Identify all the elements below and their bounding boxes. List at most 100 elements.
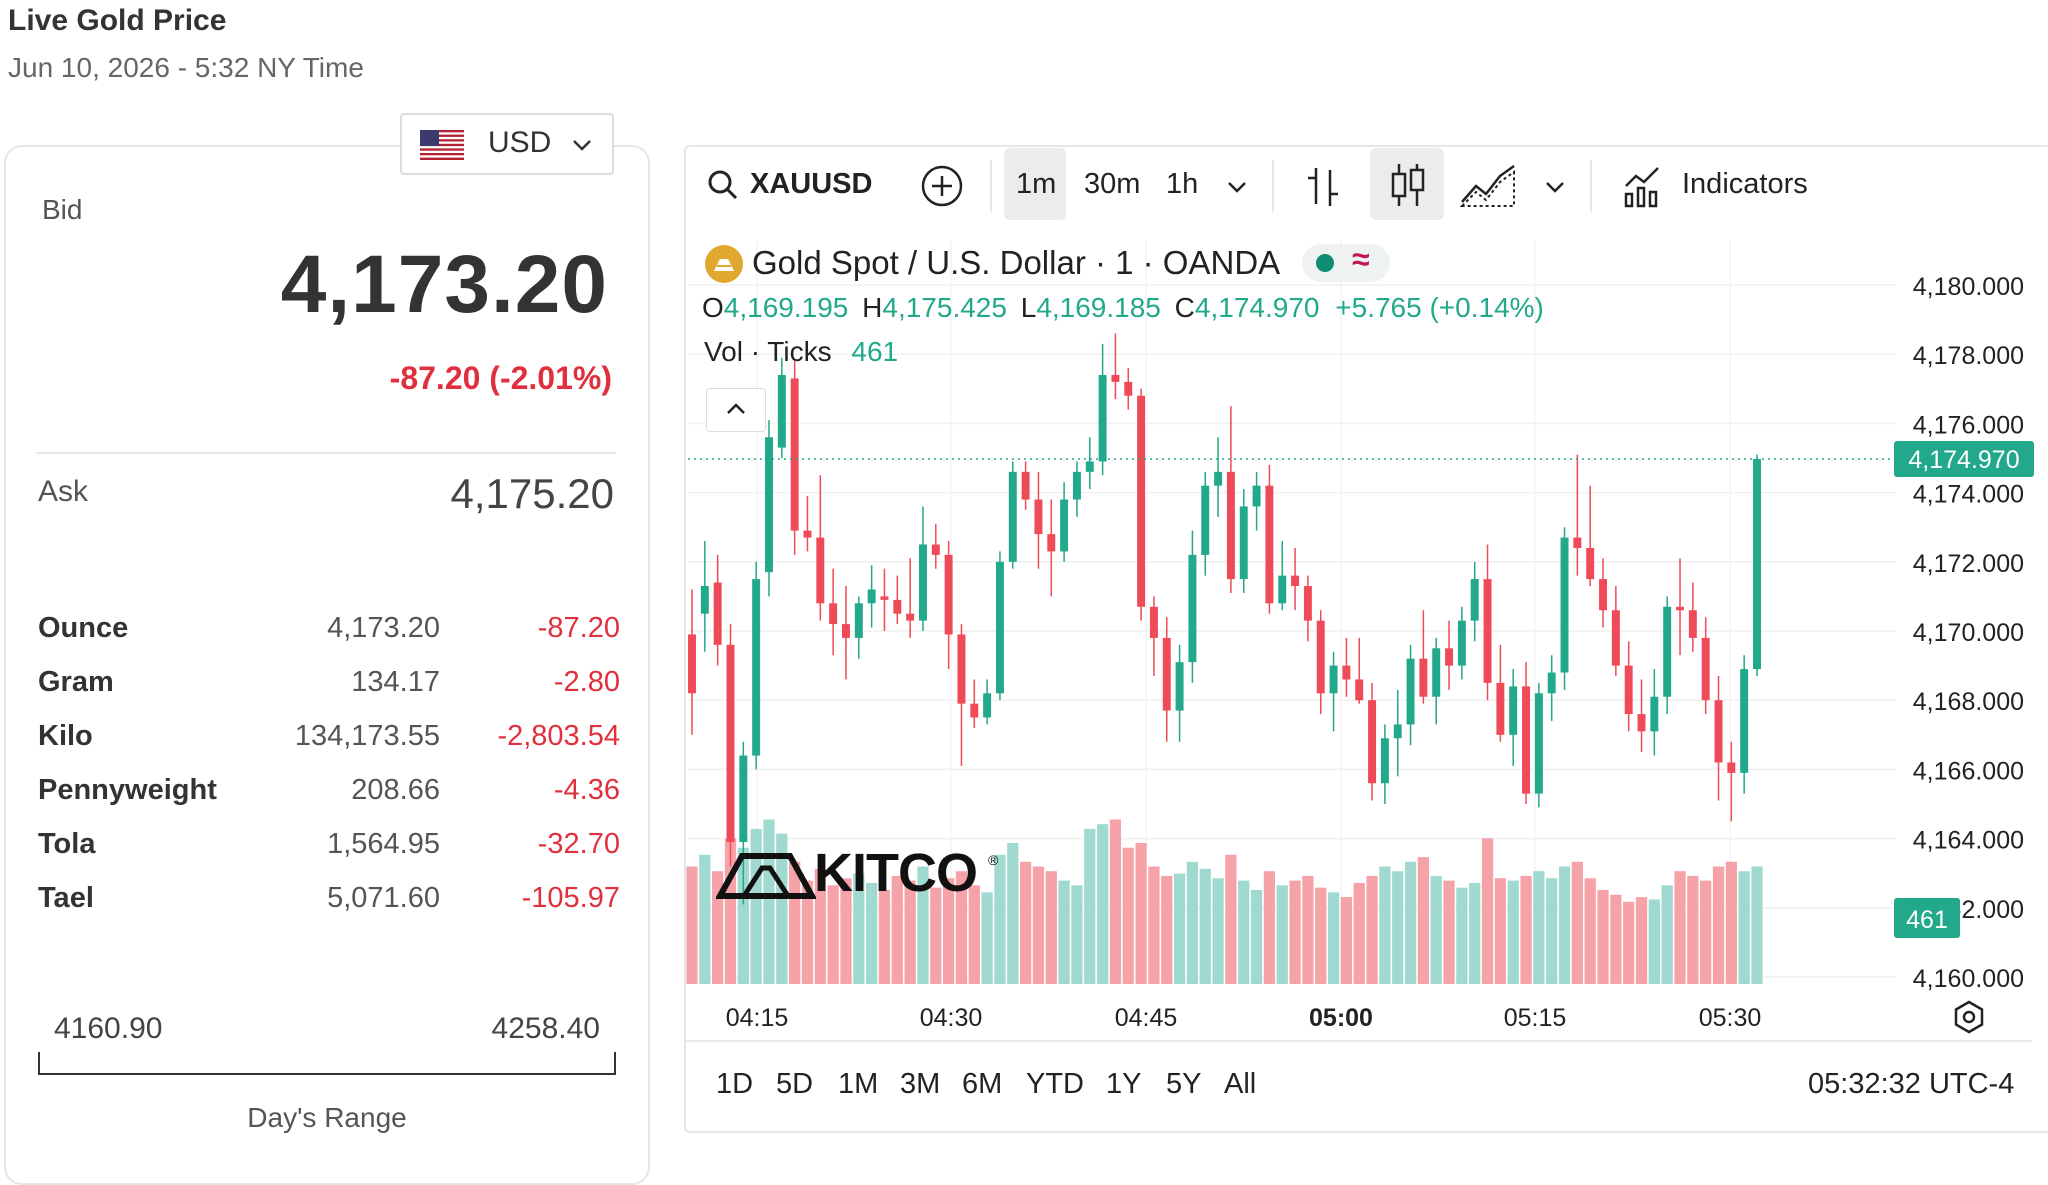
candle-body (1714, 700, 1723, 763)
candle-body (829, 603, 838, 625)
candle-body (957, 634, 966, 704)
volume-bar (955, 871, 968, 984)
range-all[interactable]: All (1224, 1068, 1257, 1100)
chevron-down-icon[interactable] (1542, 176, 1568, 198)
volume-bar (1635, 897, 1648, 984)
candle-body (1342, 665, 1351, 680)
volume-bar (1738, 871, 1750, 984)
y-tick-label: 4,166.000 (1913, 757, 2024, 785)
price-chart[interactable]: 4,180.000 4,178.000 4,176.000 4,174.000 4,17… (686, 232, 2034, 1062)
candle-body (1201, 485, 1210, 555)
area-chart-icon[interactable] (1460, 162, 1516, 208)
unit-name: Ounce (38, 612, 129, 644)
y-tick-label: 4,174.000 (1913, 481, 2024, 509)
unit-change: -4.36 (553, 774, 620, 806)
day-range-label: Day's Range (247, 1102, 407, 1133)
candle-body (1355, 679, 1364, 701)
bid-change: -87.20 (-2.01%) (389, 360, 612, 396)
candle-body (867, 589, 876, 604)
candle-body (1098, 374, 1107, 462)
candle-body (1586, 547, 1595, 580)
volume-bar (1032, 866, 1045, 984)
volume-bar (1661, 885, 1673, 984)
candle-body (1085, 461, 1094, 472)
candlestick-icon[interactable] (1388, 162, 1428, 208)
add-symbol-icon[interactable] (920, 164, 964, 208)
volume-bar (1109, 819, 1122, 984)
search-icon[interactable] (706, 168, 740, 202)
timezone-clock[interactable]: 05:32:32 UTC-4 (1808, 1068, 2015, 1100)
range-6m[interactable]: 6M (962, 1068, 1003, 1100)
volume-bar (930, 887, 942, 984)
y-tick-label: 4,178.000 (1913, 342, 2024, 370)
candle-body (1008, 471, 1017, 562)
indicators-button[interactable]: Indicators (1682, 168, 1808, 200)
candle-body (1368, 700, 1377, 784)
volume-bar (1648, 899, 1660, 984)
close-value: 4,174.970 (1194, 292, 1320, 323)
candle-body (1380, 738, 1389, 784)
candle-body (752, 579, 761, 756)
candle-body (1445, 648, 1454, 666)
unit-name: Tael (38, 882, 94, 914)
volume-bar (1007, 843, 1019, 984)
candle-body (1496, 682, 1505, 735)
indicators-icon[interactable] (1622, 162, 1664, 208)
unit-name: Kilo (38, 720, 93, 752)
range-3m[interactable]: 3M (900, 1068, 941, 1100)
unit-name: Gram (38, 666, 114, 698)
volume-legend: Vol · Ticks 461 (704, 336, 898, 368)
close-label: C (1174, 292, 1195, 323)
unit-value: 5,071.60 (327, 882, 440, 914)
interval-1h[interactable]: 1h (1166, 168, 1199, 200)
page-subtitle: Jun 10, 2026 - 5:32 NY Time (8, 52, 364, 83)
candle-body (1047, 534, 1056, 552)
volume-bar (1494, 878, 1506, 984)
candle-body (1406, 658, 1415, 725)
unit-value: 134.17 (351, 666, 440, 698)
candle-body (726, 644, 735, 843)
chevron-down-icon[interactable] (1224, 176, 1250, 198)
candle-body (1303, 586, 1312, 621)
unit-row-ounce: Ounce 4,173.20 -87.20 (38, 612, 620, 652)
volume-tag (1894, 898, 1960, 938)
day-range-low: 4160.90 (54, 1012, 163, 1045)
range-1d[interactable]: 1D (716, 1068, 754, 1100)
volume-bar (1571, 861, 1583, 984)
volume-bar (853, 873, 865, 984)
range-1y[interactable]: 1Y (1106, 1068, 1142, 1100)
ask-label: Ask (38, 475, 89, 508)
currency-select[interactable]: USD (400, 113, 614, 175)
y-tick-label: 4,160.000 (1913, 965, 2024, 993)
candle-body (739, 755, 748, 843)
collapse-legend-button[interactable] (706, 388, 766, 432)
symbol-search[interactable]: XAUUSD (750, 168, 873, 200)
range-ytd[interactable]: YTD (1026, 1068, 1084, 1100)
interval-30m[interactable]: 30m (1084, 168, 1141, 200)
candle-body (790, 378, 799, 531)
day-range-high: 4258.40 (491, 1012, 600, 1045)
candle-body (1727, 762, 1736, 773)
range-5d[interactable]: 5D (776, 1068, 814, 1100)
unit-row-tola: Tola 1,564.95 -32.70 (38, 828, 620, 868)
volume-bar (763, 819, 775, 984)
bar-chart-type-icon[interactable] (1304, 164, 1344, 208)
candle-body (1252, 485, 1261, 507)
range-1m[interactable]: 1M (838, 1068, 879, 1100)
x-tick-label: 04:30 (920, 1004, 983, 1032)
volume-bar (1533, 871, 1545, 984)
volume-bar (1584, 878, 1596, 984)
x-tick-label: 05:30 (1699, 1004, 1762, 1032)
candle-body (1663, 606, 1672, 697)
volume-bar (1417, 857, 1430, 984)
candle-body (1175, 662, 1184, 711)
volume-bar (699, 854, 711, 984)
interval-1m[interactable]: 1m (1016, 168, 1057, 200)
volume-bar (1225, 854, 1237, 984)
x-tick-label: 04:15 (726, 1004, 789, 1032)
range-5y[interactable]: 5Y (1166, 1068, 1202, 1100)
candle-body (1060, 499, 1069, 552)
volume-bar (801, 880, 814, 984)
settings-icon[interactable] (1952, 1000, 1986, 1034)
candle-body (1329, 665, 1338, 694)
